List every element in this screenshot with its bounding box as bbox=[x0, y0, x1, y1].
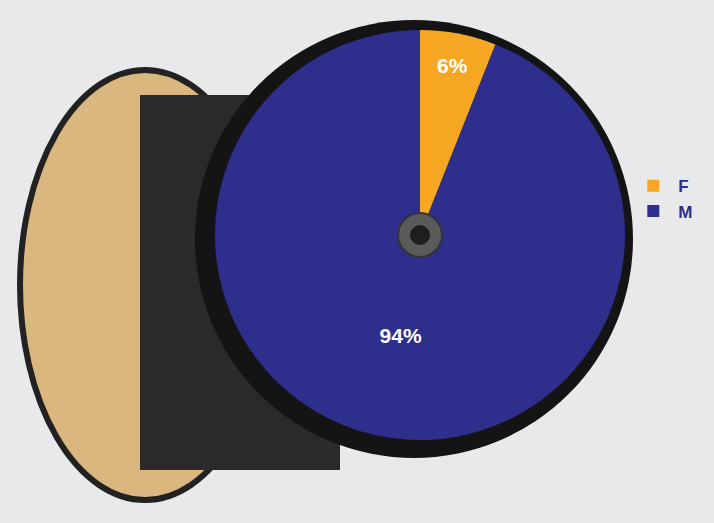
svg-text:M: M bbox=[678, 203, 692, 222]
svg-text:94%: 94% bbox=[380, 324, 422, 347]
svg-text:F: F bbox=[678, 177, 688, 196]
svg-text:6%: 6% bbox=[437, 54, 468, 77]
